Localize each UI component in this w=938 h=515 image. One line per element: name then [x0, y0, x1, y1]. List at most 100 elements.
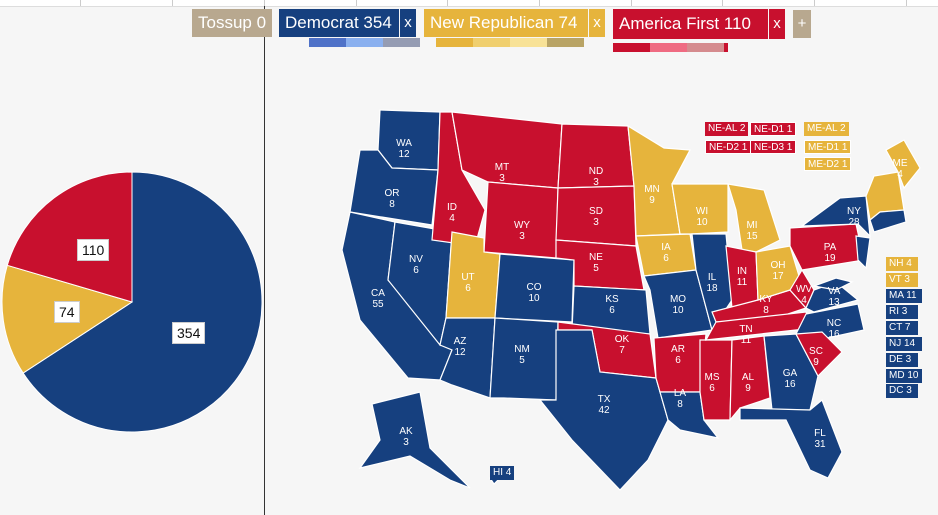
- state-label-ne: NE 5: [589, 252, 603, 274]
- small-state-ct[interactable]: CT 7: [886, 321, 918, 335]
- state-label-sd: SD 3: [589, 206, 603, 228]
- state-label-or: OR 8: [385, 188, 400, 210]
- shade-swatch[interactable]: [510, 38, 547, 47]
- shade-swatch[interactable]: [346, 38, 383, 47]
- state-label-ok: OK 7: [615, 334, 630, 356]
- democrat-remove-button[interactable]: x: [400, 9, 416, 37]
- state-label-mn: MN 9: [644, 184, 660, 206]
- state-label-fl: FL 31: [814, 428, 826, 450]
- state-me[interactable]: [885, 139, 921, 190]
- small-state-ma[interactable]: MA 11: [886, 289, 922, 303]
- state-label-wy: WY 3: [514, 220, 530, 242]
- shade-swatch[interactable]: [650, 43, 687, 52]
- pie-slice-america-first[interactable]: [6, 171, 133, 303]
- state-mt[interactable]: [451, 111, 563, 189]
- pie-slice-democrat[interactable]: [22, 171, 263, 433]
- small-state-vt[interactable]: VT 3: [886, 273, 918, 287]
- me-d1-box[interactable]: ME-D1 1: [804, 140, 852, 154]
- state-label-nc: NC 16: [827, 318, 841, 340]
- state-nc[interactable]: [795, 303, 865, 341]
- ne-d3-box[interactable]: NE-D3 1: [750, 140, 797, 154]
- state-wi[interactable]: [671, 183, 729, 235]
- pie-label-new-republican: 74: [54, 301, 80, 323]
- small-state-md[interactable]: MD 10: [886, 369, 922, 383]
- shade-swatch[interactable]: [473, 38, 510, 47]
- small-state-nj[interactable]: NJ 14: [886, 337, 922, 351]
- state-label-ak: AK 3: [399, 426, 413, 448]
- state-label-az: AZ 12: [454, 336, 467, 358]
- state-fl[interactable]: [739, 399, 843, 479]
- panel-divider: [264, 6, 265, 515]
- state-ms[interactable]: [699, 339, 733, 421]
- state-al[interactable]: [729, 335, 771, 422]
- state-label-al: AL 9: [742, 372, 755, 394]
- democrat-shades: [309, 38, 420, 47]
- add-party-button[interactable]: +: [793, 10, 811, 38]
- america-first-shades: [613, 43, 728, 52]
- small-state-de[interactable]: DE 3: [886, 353, 918, 367]
- shade-swatch[interactable]: [547, 38, 584, 47]
- state-label-va: VA 13: [828, 286, 841, 308]
- state-label-il: IL 18: [706, 272, 718, 294]
- state-label-me: ME 4: [893, 158, 908, 180]
- state-label-ky: KY 8: [759, 294, 773, 316]
- shade-swatch[interactable]: [613, 43, 650, 52]
- state-az[interactable]: [439, 317, 496, 399]
- state-label-mo: MO 10: [670, 294, 686, 316]
- ne-d1-box[interactable]: NE-D1 1: [750, 122, 797, 136]
- state-label-ca: CA 55: [371, 288, 385, 310]
- state-label-wi: WI 10: [696, 206, 708, 228]
- state-va[interactable]: [805, 281, 860, 313]
- state-label-tn: TN 11: [739, 324, 752, 346]
- small-state-nh[interactable]: NH 4: [886, 257, 918, 271]
- shade-swatch[interactable]: [436, 38, 473, 47]
- state-ga[interactable]: [763, 333, 819, 411]
- me-al-box[interactable]: ME-AL 2: [804, 122, 849, 136]
- pie-label-america-first: 110: [77, 239, 110, 261]
- state-label-ar: AR 6: [671, 344, 685, 366]
- shade-swatch[interactable]: [687, 43, 724, 52]
- state-label-ms: MS 6: [705, 372, 720, 394]
- state-label-ks: KS 6: [605, 294, 619, 316]
- new-republican-remove-button[interactable]: x: [589, 9, 605, 37]
- state-nj[interactable]: [855, 235, 871, 270]
- state-label-oh: OH 17: [771, 260, 786, 282]
- state-label-ut: UT 6: [461, 272, 474, 294]
- state-label-mt: MT 3: [495, 162, 509, 184]
- state-label-la: LA 8: [674, 388, 687, 410]
- state-label-in: IN 11: [737, 266, 748, 288]
- state-label-nd: ND 3: [589, 166, 603, 188]
- state-nm[interactable]: [489, 317, 559, 401]
- state-label-nv: NV 6: [409, 254, 423, 276]
- state-ak[interactable]: [358, 391, 471, 489]
- state-label-wa: WA 12: [396, 138, 412, 160]
- america-first-remove-button[interactable]: x: [769, 9, 785, 39]
- state-md[interactable]: [811, 277, 854, 291]
- democrat-pill[interactable]: Democrat 354: [279, 9, 399, 37]
- shade-swatch[interactable]: [309, 38, 346, 47]
- state-label-mi: MI 15: [746, 220, 758, 242]
- state-mo[interactable]: [643, 269, 713, 339]
- state-ny[interactable]: [800, 195, 871, 238]
- pie-label-democrat: 354: [172, 322, 206, 344]
- state-label-ia: IA 6: [661, 242, 671, 264]
- ne-d2-box[interactable]: NE-D2 1: [705, 140, 752, 154]
- state-label-co: CO 10: [527, 282, 542, 304]
- state-sc[interactable]: [795, 331, 843, 378]
- shade-swatch[interactable]: [383, 38, 420, 47]
- america-first-pill[interactable]: America First 110: [613, 9, 768, 39]
- state-label-ny: NY 28: [847, 206, 861, 228]
- ne-al-box[interactable]: NE-AL 2: [705, 122, 749, 136]
- tossup-pill[interactable]: Tossup 0: [192, 9, 273, 37]
- small-state-dc[interactable]: DC 3: [886, 384, 918, 398]
- state-label-tx: TX 42: [598, 394, 611, 416]
- new-republican-pill[interactable]: New Republican 74: [424, 9, 588, 37]
- small-state-ri[interactable]: RI 3: [886, 305, 918, 319]
- state-label-nm: NM 5: [514, 344, 530, 366]
- state-tx[interactable]: [538, 329, 669, 491]
- state-ma-ct[interactable]: [869, 209, 907, 233]
- me-d2-box[interactable]: ME-D2 1: [804, 157, 852, 171]
- hi-label-box[interactable]: HI 4: [490, 466, 515, 480]
- shade-swatch[interactable]: [724, 43, 728, 52]
